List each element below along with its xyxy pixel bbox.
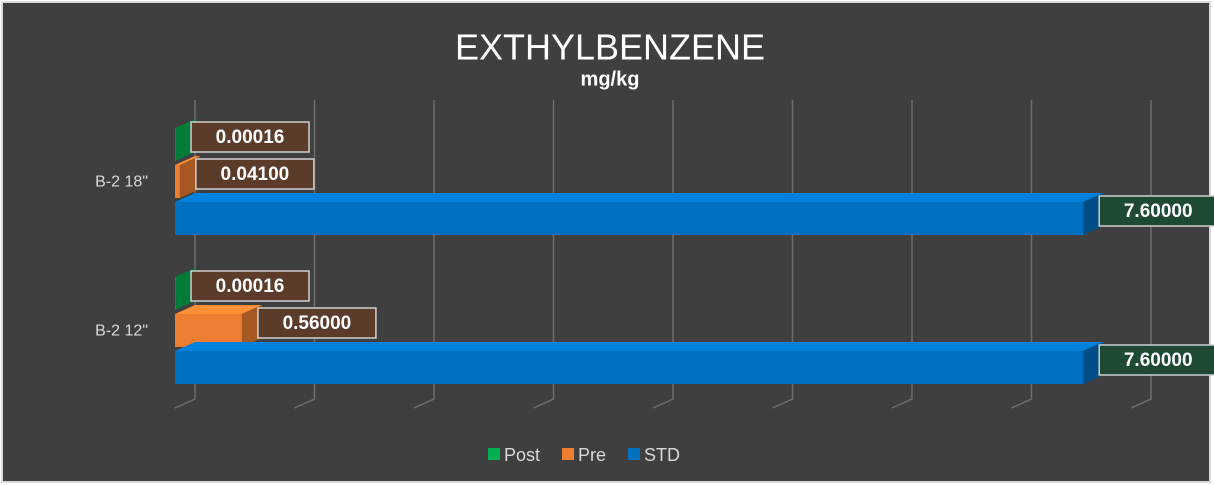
bar-side — [241, 305, 262, 347]
bar-side — [1083, 342, 1104, 384]
bar-top — [175, 193, 1104, 202]
data-label: 7.60000 — [1124, 350, 1193, 371]
legend-swatch — [562, 448, 575, 460]
data-label-box — [1098, 195, 1214, 227]
data-label: 0.56000 — [283, 313, 352, 334]
bar-front — [175, 128, 176, 161]
data-label: 0.00016 — [216, 127, 285, 148]
bar-top — [175, 342, 1104, 351]
bar-side — [179, 156, 200, 198]
bar-side — [1083, 193, 1104, 235]
data-label-box — [190, 270, 310, 302]
bar-front — [175, 351, 1084, 384]
bar — [175, 119, 196, 161]
bar-top — [175, 156, 200, 165]
data-label: 0.04100 — [221, 164, 290, 185]
data-label: 0.00016 — [216, 276, 285, 297]
bar-top — [175, 268, 196, 277]
legend-label: STD — [644, 445, 680, 465]
bar-top — [175, 305, 262, 314]
chart-title: EXTHYLBENZENE — [455, 27, 765, 68]
bar — [175, 268, 196, 310]
data-label-box — [1098, 344, 1214, 376]
bar-front — [175, 165, 180, 198]
y-tick-label: B-2 12" — [95, 323, 148, 340]
data-label: 7.60000 — [1124, 201, 1193, 222]
legend-label: Pre — [578, 445, 606, 465]
legend-label: Post — [504, 445, 540, 465]
y-tick-label: B-2 18" — [95, 174, 148, 191]
data-label-box — [257, 307, 377, 339]
bar-front — [175, 202, 1084, 235]
data-label-box — [190, 121, 310, 153]
legend-swatch — [628, 448, 641, 460]
data-label-box — [195, 158, 315, 190]
bar-front — [175, 277, 176, 310]
bar-front — [175, 314, 242, 347]
legend-swatch — [488, 448, 500, 460]
bar-side — [175, 119, 196, 161]
bar — [175, 193, 1104, 235]
bar-top — [175, 119, 196, 128]
bar — [175, 342, 1104, 384]
bar — [175, 156, 200, 198]
chart-subtitle: mg/kg — [581, 68, 640, 90]
bar — [175, 305, 262, 347]
bar-side — [175, 268, 196, 310]
